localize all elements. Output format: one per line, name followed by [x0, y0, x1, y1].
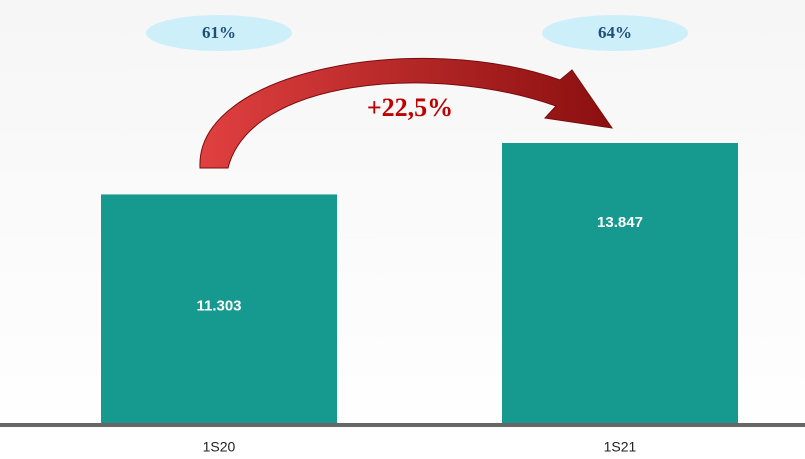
bar	[101, 194, 337, 423]
x-tick-label: 1S20	[203, 439, 236, 455]
share-label: 64%	[598, 23, 632, 42]
growth-label: +22,5%	[367, 93, 453, 122]
share-label: 61%	[202, 23, 236, 42]
value-label: 11.303	[196, 297, 241, 314]
share-bubble	[146, 15, 292, 51]
value-label: 13.847	[597, 214, 643, 231]
share-bubble	[542, 15, 688, 51]
bar	[502, 143, 738, 423]
x-tick-label: 1S21	[604, 439, 637, 455]
growth-arrow	[199, 58, 614, 169]
